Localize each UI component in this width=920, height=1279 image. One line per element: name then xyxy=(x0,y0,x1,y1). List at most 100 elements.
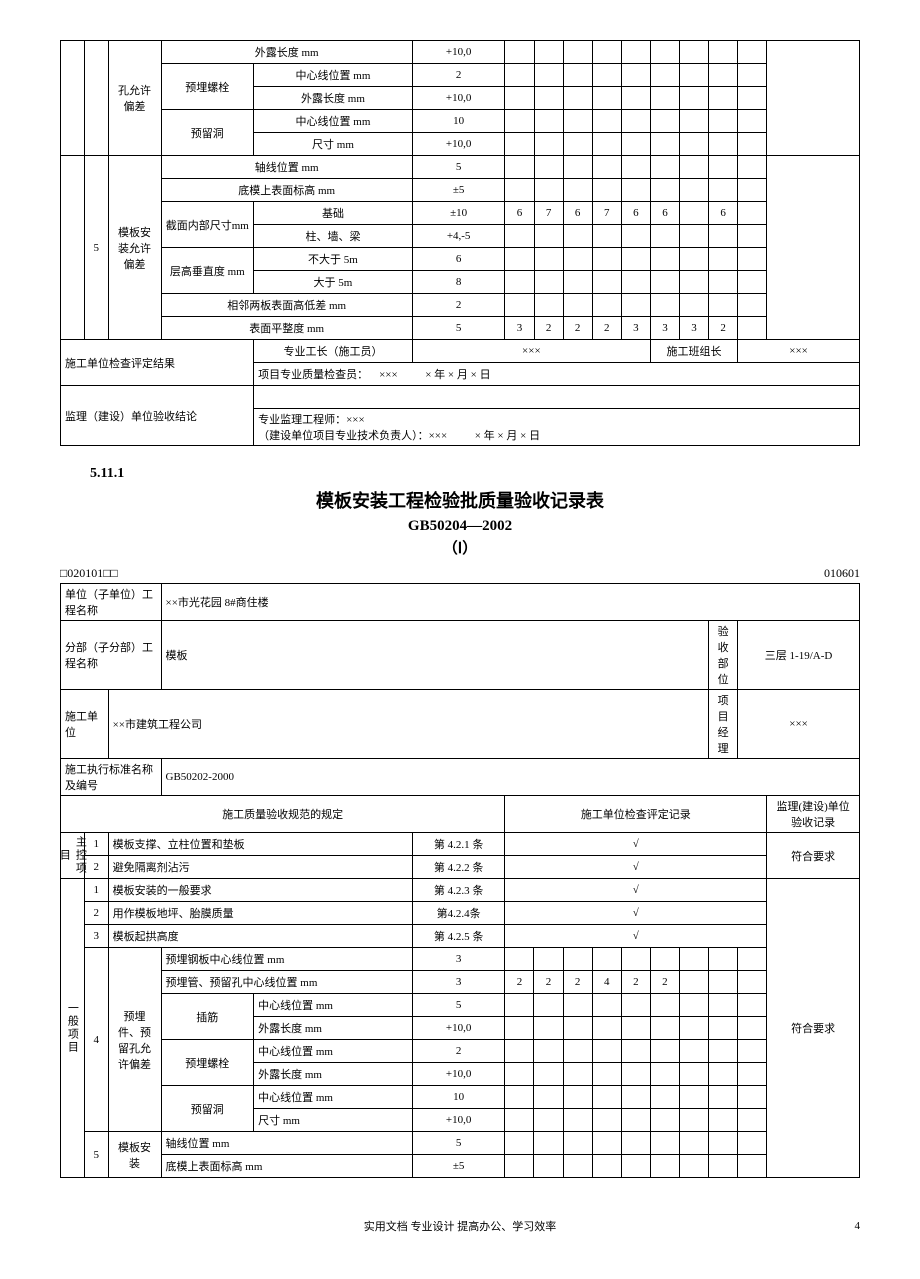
cell: ±10 xyxy=(412,202,505,225)
cell xyxy=(738,994,767,1017)
cell xyxy=(679,110,708,133)
cell: 不大于 5m xyxy=(254,248,413,271)
cell xyxy=(650,87,679,110)
cell xyxy=(592,1040,621,1063)
cell: 轴线位置 mm xyxy=(161,1132,412,1155)
cell xyxy=(679,1132,708,1155)
cell xyxy=(621,225,650,248)
cell xyxy=(709,225,738,248)
cell xyxy=(650,1040,679,1063)
cell xyxy=(592,1132,621,1155)
cell: √ xyxy=(505,902,767,925)
cell xyxy=(592,294,621,317)
cell xyxy=(738,1086,767,1109)
cell xyxy=(534,1132,563,1155)
cell xyxy=(592,248,621,271)
cell xyxy=(650,179,679,202)
cell: 避免隔离剂沾污 xyxy=(108,856,412,879)
cell xyxy=(650,1132,679,1155)
cell xyxy=(505,1109,534,1132)
cell xyxy=(738,133,767,156)
cell xyxy=(563,1109,592,1132)
cell xyxy=(709,156,738,179)
cell xyxy=(563,1040,592,1063)
cell xyxy=(621,294,650,317)
cell xyxy=(679,225,708,248)
cell xyxy=(679,87,708,110)
cell: 6 xyxy=(412,248,505,271)
cell xyxy=(534,271,563,294)
cell: 单位（子单位）工程名称 xyxy=(61,584,162,621)
cell xyxy=(592,156,621,179)
cell: ××市光花园 8#商住楼 xyxy=(161,584,859,621)
cell xyxy=(534,64,563,87)
cell xyxy=(709,248,738,271)
cell: 验收部位 xyxy=(709,621,738,690)
cell xyxy=(563,87,592,110)
cell xyxy=(534,225,563,248)
cell: 3 xyxy=(412,971,505,994)
cell: 施工单位检查评定记录 xyxy=(505,796,767,833)
cell xyxy=(679,179,708,202)
cell: 基础 xyxy=(254,202,413,225)
cell xyxy=(709,64,738,87)
cell xyxy=(650,1063,679,1086)
cell xyxy=(621,948,650,971)
cell xyxy=(505,1063,534,1086)
cell xyxy=(621,271,650,294)
cell: 柱、墙、梁 xyxy=(254,225,413,248)
cell: 5 xyxy=(412,1132,505,1155)
cell: 2 xyxy=(412,1040,505,1063)
cell: 外露长度 mm xyxy=(254,87,413,110)
cell: 3 xyxy=(621,317,650,340)
cell: +10,0 xyxy=(412,133,505,156)
cell: √ xyxy=(505,879,767,902)
cell xyxy=(738,971,767,994)
cell xyxy=(679,1063,708,1086)
cell: 3 xyxy=(84,925,108,948)
cell xyxy=(534,1040,563,1063)
cell xyxy=(650,1086,679,1109)
cell: 6 xyxy=(650,202,679,225)
cell: 5 xyxy=(412,156,505,179)
cell xyxy=(767,41,860,156)
cell xyxy=(592,994,621,1017)
cell: 施工单位检查评定结果 xyxy=(61,340,254,386)
cell xyxy=(534,133,563,156)
cell xyxy=(254,386,860,409)
cell: 中心线位置 mm xyxy=(254,110,413,133)
cell: 6 xyxy=(709,202,738,225)
cell: 预埋螺栓 xyxy=(161,1040,254,1086)
cell: +10,0 xyxy=(412,1109,505,1132)
cell xyxy=(534,41,563,64)
cell xyxy=(738,1040,767,1063)
cell: √ xyxy=(505,856,767,879)
cell xyxy=(738,317,767,340)
cell xyxy=(592,179,621,202)
cell xyxy=(505,133,534,156)
cell xyxy=(592,1155,621,1178)
cell xyxy=(709,179,738,202)
cell: 5 xyxy=(412,317,505,340)
cell: 5 xyxy=(84,156,108,340)
cell: 模板安装 xyxy=(108,1132,161,1178)
cell: 2 xyxy=(534,971,563,994)
cell xyxy=(563,156,592,179)
cell: 1 xyxy=(84,879,108,902)
cell xyxy=(563,948,592,971)
cell: 2 xyxy=(650,971,679,994)
cell xyxy=(738,156,767,179)
cell xyxy=(505,225,534,248)
cell: 预留洞 xyxy=(161,110,254,156)
cell: 第 4.2.5 条 xyxy=(412,925,505,948)
cell: 大于 5m xyxy=(254,271,413,294)
cell xyxy=(505,1155,534,1178)
cell xyxy=(709,1132,738,1155)
cell: 用作模板地坪、胎膜质量 xyxy=(108,902,412,925)
cell: 预留洞 xyxy=(161,1086,254,1132)
cell xyxy=(563,994,592,1017)
subtitle-1: GB50204—2002 xyxy=(60,518,860,535)
cell: 一般项目 xyxy=(61,879,85,1178)
cell: 8 xyxy=(412,271,505,294)
cell xyxy=(505,994,534,1017)
